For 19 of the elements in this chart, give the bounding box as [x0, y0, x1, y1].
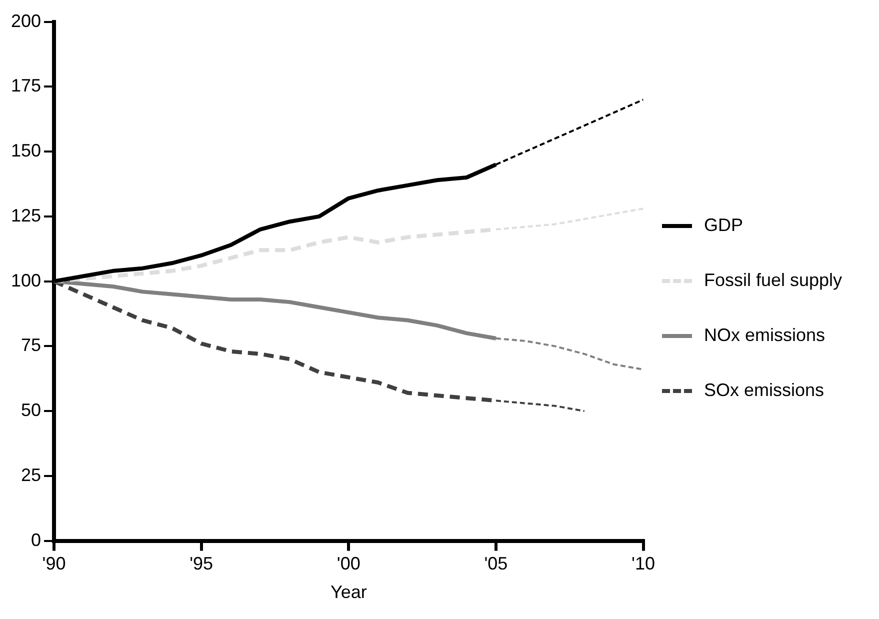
legend-label: SOx emissions	[704, 380, 824, 401]
legend-label: NOx emissions	[704, 325, 826, 346]
x-tick-label: '00	[336, 554, 360, 574]
legend-label: Fossil fuel supply	[704, 270, 842, 291]
y-tick-label: 200	[10, 10, 42, 31]
y-tick-label: 125	[10, 205, 42, 226]
y-tick-label: 75	[21, 335, 42, 356]
x-axis-title: Year	[330, 582, 367, 602]
x-tick-label: '05	[484, 554, 508, 574]
y-tick-label: 150	[10, 140, 42, 161]
legend-label: GDP	[704, 215, 744, 236]
y-tick-label: 25	[21, 464, 42, 485]
x-tick-label: '10	[632, 554, 656, 574]
x-tick-label: '90	[42, 554, 66, 574]
y-tick-label: 0	[31, 530, 42, 550]
y-tick-label: 100	[10, 270, 42, 290]
x-tick-label: '95	[190, 554, 214, 574]
y-tick-label: 175	[10, 76, 42, 96]
y-tick-label: 50	[21, 400, 42, 420]
